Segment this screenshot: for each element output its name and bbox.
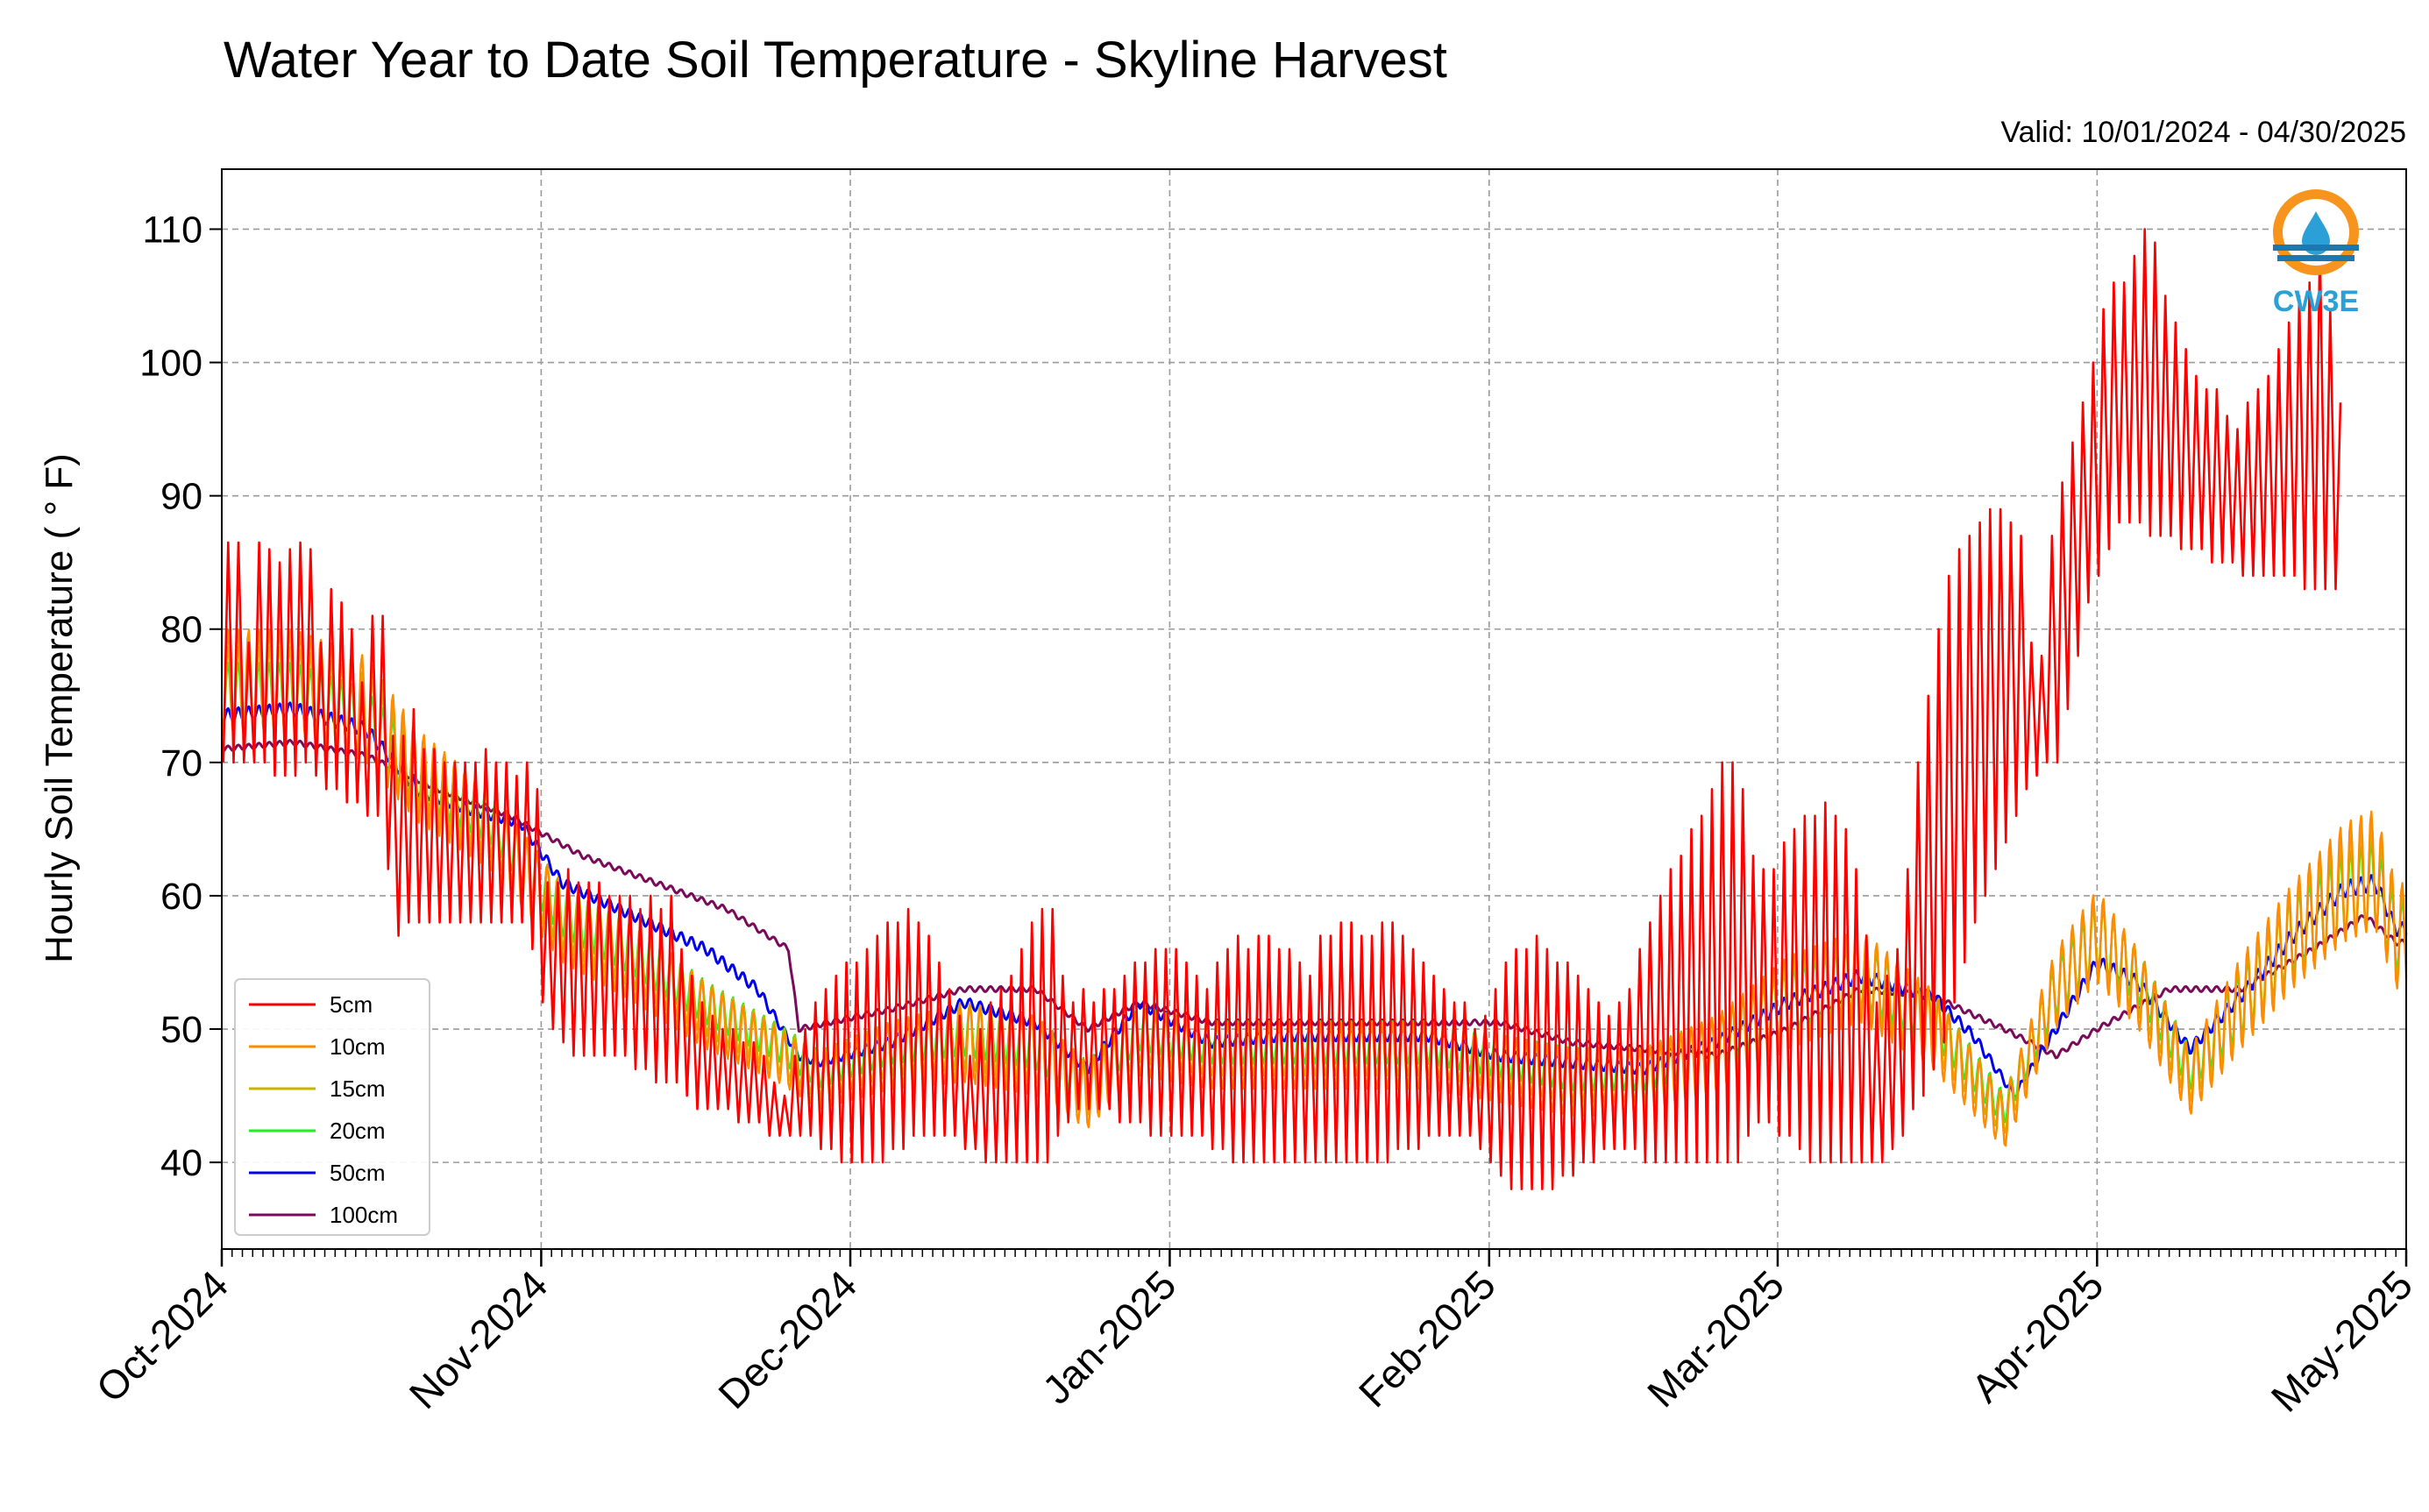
y-tick-label: 70 <box>160 742 202 784</box>
series-line-5cm <box>222 228 2342 1190</box>
x-tick-label: Nov-2024 <box>401 1261 557 1417</box>
legend-label-20cm: 20cm <box>330 1118 386 1144</box>
y-axis: 40 50 60 70 80 90 100 110 <box>139 209 222 1184</box>
y-tick-label: 100 <box>139 343 202 385</box>
legend-label-50cm: 50cm <box>330 1160 386 1186</box>
y-tick-label: 60 <box>160 876 202 918</box>
x-tick-label: Dec-2024 <box>709 1261 865 1417</box>
logo-text: CW3E <box>2273 285 2359 318</box>
x-tick-label: Apr-2025 <box>1963 1261 2113 1411</box>
cw3e-logo: CW3E <box>2273 189 2359 318</box>
x-tick-label: Oct-2024 <box>88 1261 238 1411</box>
y-tick-label: 90 <box>160 476 202 518</box>
x-tick-label: Feb-2025 <box>1350 1261 1504 1416</box>
series-line-50cm <box>221 701 2408 1101</box>
legend-label-15cm: 15cm <box>330 1075 386 1102</box>
series-line-10cm <box>220 628 2408 1147</box>
plot-series <box>220 228 2408 1190</box>
valid-date-range: Valid: 10/01/2024 - 04/30/2025 <box>2000 116 2406 149</box>
logo-wave-2 <box>2277 255 2354 261</box>
legend-box <box>234 978 430 1236</box>
y-tick-label: 80 <box>160 609 202 651</box>
legend: 5cm 10cm 15cm 20cm 50cm 100cm <box>234 978 430 1236</box>
y-axis-label: Hourly Soil Temperature ( ° F) <box>38 453 81 963</box>
y-tick-label: 110 <box>142 209 202 251</box>
x-axis: Oct-2024 Nov-2024 Dec-2024 Jan-2025 Feb-2025… <box>88 1249 2421 1421</box>
water-drop-icon <box>2302 211 2330 255</box>
y-tick-label: 40 <box>160 1142 202 1184</box>
legend-label-100cm: 100cm <box>330 1202 398 1228</box>
chart-title: Water Year to Date Soil Temperature - Sk… <box>224 32 1447 89</box>
x-tick-label: May-2025 <box>2262 1261 2421 1420</box>
x-tick-label: Mar-2025 <box>1638 1261 1793 1416</box>
legend-label-10cm: 10cm <box>330 1033 386 1060</box>
x-tick-label: Jan-2025 <box>1033 1261 1184 1412</box>
y-tick-label: 50 <box>160 1009 202 1051</box>
logo-wave-1 <box>2273 245 2359 251</box>
legend-label-5cm: 5cm <box>330 991 373 1018</box>
